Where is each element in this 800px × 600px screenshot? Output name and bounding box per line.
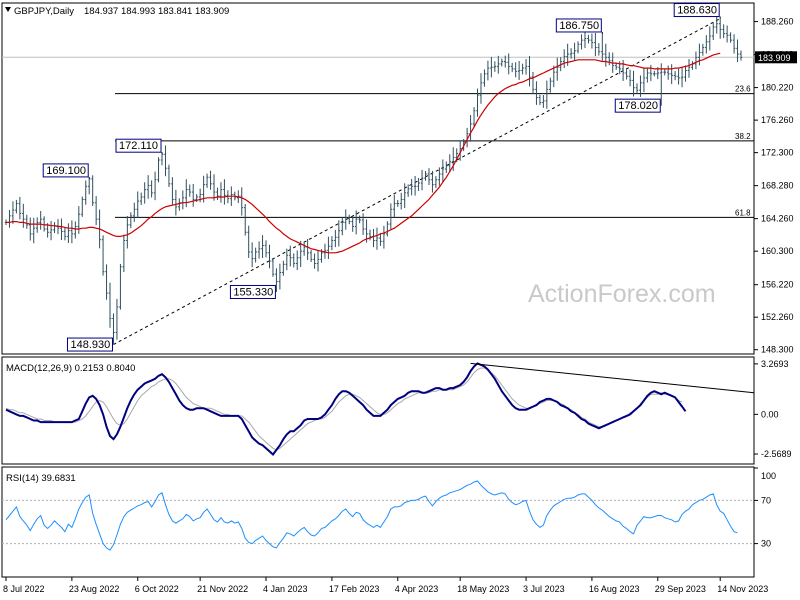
price-tick-label: 152.260 (761, 312, 794, 322)
rsi-line (5, 480, 738, 551)
time-tick-label: 17 Feb 2023 (329, 584, 380, 594)
rsi-indicator: 100 70 30 (2, 467, 776, 551)
callout-box (614, 98, 661, 113)
time-tick-label: 18 May 2023 (457, 584, 509, 594)
callout-label: 178.020 (618, 100, 658, 112)
ma-line (6, 52, 721, 254)
candlesticks (4, 16, 743, 345)
callout-box (115, 138, 162, 153)
macd-indicator: 3.2693 0.00 -2.5689 (5, 359, 792, 459)
fib-level-label: 38.2 (735, 132, 751, 141)
price-tick-label: 188.260 (761, 17, 794, 27)
macd-tick-label: 3.2693 (761, 359, 789, 369)
time-tick-label: 21 Nov 2022 (197, 584, 248, 594)
callout-box (673, 3, 720, 18)
rsi-label: RSI(14) 39.6831 (6, 473, 76, 484)
moving-average (6, 52, 721, 254)
time-tick-label: 29 Sep 2023 (655, 584, 706, 594)
trendlines (113, 18, 721, 345)
fib-level-label: 23.6 (735, 85, 751, 94)
macd-line (5, 362, 687, 456)
time-tick-label: 14 Nov 2023 (717, 584, 768, 594)
price-tick-label: 168.280 (761, 181, 794, 191)
callout-label: 172.110 (119, 140, 158, 152)
time-tick-label: 6 Oct 2022 (135, 584, 179, 594)
time-tick-label: 4 Apr 2023 (395, 584, 439, 594)
time-tick-label: 23 Aug 2022 (69, 584, 120, 594)
fib-levels: 23.6 38.2 61.8 (2, 56, 754, 218)
macd-tick-label: -2.5689 (761, 449, 792, 459)
watermark: ActionForex.com (528, 280, 716, 308)
time-axis: 8 Jul 2022 23 Aug 2022 6 Oct 2022 21 Nov 20… (3, 577, 768, 594)
price-tick-label: 164.260 (761, 214, 794, 224)
price-tick-label: 180.220 (761, 83, 794, 93)
rsi-tick-label: 70 (761, 495, 771, 505)
macd-label: MACD(12,26,9) 0.2153 0.8040 (6, 363, 135, 374)
price-tick-label: 148.300 (761, 345, 794, 355)
callout-label: 186.750 (559, 20, 599, 32)
rsi-tick-label: 30 (761, 539, 771, 549)
callout-label: 188.630 (677, 5, 717, 17)
rsi-tick-label: 100 (761, 471, 776, 481)
time-tick-label: 3 Jul 2023 (523, 584, 565, 594)
symbol-label: GBPJPY,Daily (14, 6, 74, 17)
rising-trendline (113, 18, 721, 345)
price-axis: 188.260184.240180.220176.260172.300168.2… (754, 17, 797, 355)
rsi-panel-frame (1, 466, 755, 578)
fib-level-label: 61.8 (735, 208, 751, 217)
macd-tick-label: 0.00 (761, 409, 779, 419)
callout-label: 148.930 (70, 339, 110, 351)
price-tick-label: 160.300 (761, 246, 794, 256)
dropdown-arrow-icon[interactable] (5, 7, 11, 12)
price-panel-frame (1, 2, 755, 355)
price-tick-label: 172.300 (761, 148, 794, 158)
callout-box (66, 337, 113, 352)
macd-divergence-line (470, 362, 755, 394)
time-tick-label: 4 Jan 2023 (263, 584, 308, 594)
callout-label: 169.100 (46, 165, 86, 177)
callout-box (229, 284, 276, 299)
price-tick-label: 156.220 (761, 280, 794, 290)
last-price-label: 183.909 (758, 53, 791, 63)
time-tick-label: 16 Aug 2023 (589, 584, 640, 594)
time-tick-label: 8 Jul 2022 (3, 584, 45, 594)
price-callouts: 188.630 186.750 172.110 169.100 178.020 155.3… (42, 3, 721, 352)
callout-label: 155.330 (233, 286, 273, 298)
callout-box (555, 18, 602, 33)
callout-box (42, 163, 89, 178)
ohlc-values: 184.937 184.993 183.841 183.909 (84, 6, 229, 17)
last-price-box (755, 51, 797, 64)
price-tick-label: 176.260 (761, 115, 794, 125)
